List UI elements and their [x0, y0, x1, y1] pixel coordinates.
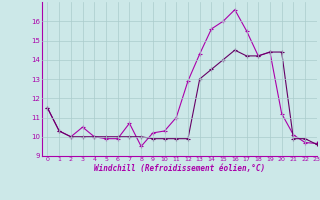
- X-axis label: Windchill (Refroidissement éolien,°C): Windchill (Refroidissement éolien,°C): [94, 164, 265, 173]
